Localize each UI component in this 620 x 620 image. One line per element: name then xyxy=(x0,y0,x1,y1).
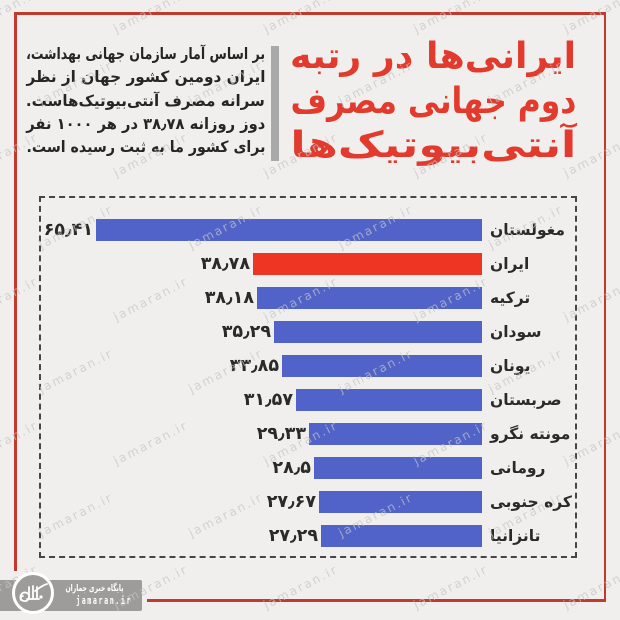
title-line-3-text: آنتی‌بیوتیک‌ها xyxy=(290,125,576,166)
chart-row: ۳۸٫۱۸ ترکیه xyxy=(41,287,575,309)
chart-row: ۲۷٫۲۹ تانزانیا xyxy=(41,525,575,547)
watermark-text: jamaran.ir xyxy=(111,0,191,36)
bar-value-label: ۲۸٫۵ xyxy=(272,458,311,478)
watermark-text: jamaran.ir xyxy=(0,418,41,468)
bar-value-label: ۳۱٫۵۷ xyxy=(243,390,293,410)
intro-line-1: بر اساس آمار سازمان جهانی بهداشت، xyxy=(26,43,265,66)
bar-category-label: یونان xyxy=(490,357,531,375)
bar-value-label: ۳۳٫۸۵ xyxy=(229,356,279,376)
logo-site-name-text: پایگاه خبری جماران xyxy=(65,583,124,594)
chart-row: ۲۹٫۳۳ مونته نگرو xyxy=(41,423,575,445)
intro-line-2-text: ایران دومین کشور جهان از نظر xyxy=(26,68,265,87)
frame-bottom-line xyxy=(147,599,606,602)
logo-text-block: پایگاه خبری جماران jamaran.ir xyxy=(60,582,140,608)
bar-value-label: ۳۸٫۱۸ xyxy=(204,288,254,308)
bar xyxy=(257,287,482,309)
jamaran-logo-icon xyxy=(12,572,54,614)
bar xyxy=(282,355,482,377)
bar-category-label: ایران xyxy=(490,255,530,273)
title-line-2: دوم جهانی مصرف xyxy=(236,80,576,125)
bar-category-label: کره جنوبی xyxy=(490,493,572,511)
watermark-text: jamaran.ir xyxy=(411,0,491,36)
bar-category-label: ترکیه xyxy=(490,289,531,307)
logo-site-name: پایگاه خبری جماران xyxy=(60,582,140,595)
intro-line-5: برای کشور ما به ثبت رسیده است. xyxy=(26,136,265,159)
bar-category-label: رومانی xyxy=(490,459,546,477)
bar-category-label: مغولستان xyxy=(490,221,566,239)
watermark-text: jamaran.ir xyxy=(411,562,491,612)
bar-category-label: سودان xyxy=(490,323,542,341)
intro-line-2: ایران دومین کشور جهان از نظر xyxy=(26,66,265,89)
bar-category-label: تانزانیا xyxy=(490,527,541,545)
frame-right-line xyxy=(603,12,606,601)
logo-site-domain: jamaran.ir xyxy=(60,595,140,608)
bar-value-label: ۲۷٫۲۹ xyxy=(268,526,318,546)
watermark-text: jamaran.ir xyxy=(0,274,41,324)
bar xyxy=(296,389,482,411)
bar-category-label: صربستان xyxy=(490,391,562,409)
intro-line-4: دوز روزانه ۳۸٫۷۸ در هر ۱۰۰۰ نفر xyxy=(26,113,265,136)
bar-value-label: ۶۵٫۴۱ xyxy=(43,220,93,240)
chart-row: ۲۷٫۶۷ کره جنوبی xyxy=(41,491,575,513)
chart-row: ۳۸٫۷۸ ایران xyxy=(41,253,575,275)
jamaran-calligraphy-icon xyxy=(19,583,48,602)
chart-row: ۳۱٫۵۷ صربستان xyxy=(41,389,575,411)
chart-row: ۲۸٫۵ رومانی xyxy=(41,457,575,479)
bar xyxy=(274,321,482,343)
bar-value-label: ۳۵٫۲۹ xyxy=(221,322,271,342)
intro-line-5-text: برای کشور ما به ثبت رسیده است. xyxy=(26,138,265,157)
chart-row: ۳۳٫۸۵ یونان xyxy=(41,355,575,377)
bar-value-label: ۲۹٫۳۳ xyxy=(256,424,306,444)
title-divider-rule xyxy=(271,46,279,161)
bar xyxy=(314,457,482,479)
bar-highlight xyxy=(253,253,482,275)
bar xyxy=(321,525,482,547)
chart-row: ۳۵٫۲۹ سودان xyxy=(41,321,575,343)
bar xyxy=(96,219,482,241)
watermark-text: jamaran.ir xyxy=(261,0,341,36)
watermark-text: jamaran.ir xyxy=(261,562,341,612)
title-line-1: ایرانی‌ها در رتبه xyxy=(236,35,576,80)
bar-value-label: ۲۷٫۶۷ xyxy=(266,492,316,512)
bar xyxy=(309,423,482,445)
chart-row: ۶۵٫۴۱ مغولستان xyxy=(41,219,575,241)
intro-line-4-text: دوز روزانه ۳۸٫۷۸ در هر ۱۰۰۰ نفر xyxy=(26,114,265,133)
title-line-3: آنتی‌بیوتیک‌ها xyxy=(236,124,576,169)
title-line-1-text: ایرانی‌ها در رتبه xyxy=(290,36,576,77)
watermark-text: jamaran.ir xyxy=(561,562,620,612)
bar-chart: ۶۵٫۴۱ مغولستان ۳۸٫۷۸ ایران ۳۸٫۱۸ ترکیه ۳۵٫۲۹ سو… xyxy=(39,196,577,558)
bar-category-label: مونته نگرو xyxy=(490,425,571,443)
intro-line-1-text: بر اساس آمار سازمان جهانی بهداشت، xyxy=(26,45,265,63)
intro-line-3: سرانه مصرف آنتی‌بیوتیک‌هاست. xyxy=(26,90,265,113)
intro-text: بر اساس آمار سازمان جهانی بهداشت، ایران … xyxy=(26,43,265,159)
bar xyxy=(319,491,482,513)
watermark-text: jamaran.ir xyxy=(0,0,41,36)
bar-value-label: ۳۸٫۷۸ xyxy=(200,254,250,274)
frame-top-line xyxy=(14,12,606,15)
calligraphy-strokes xyxy=(19,583,48,602)
logo-site-domain-text: jamaran.ir xyxy=(76,595,133,607)
watermark-text: jamaran.ir xyxy=(561,0,620,36)
intro-line-3-text: سرانه مصرف آنتی‌بیوتیک‌هاست. xyxy=(26,91,265,110)
frame-left-line xyxy=(14,12,17,571)
page-title: ایرانی‌ها در رتبه دوم جهانی مصرف آنتی‌بی… xyxy=(236,35,576,169)
title-line-2-text: دوم جهانی مصرف xyxy=(290,80,576,122)
